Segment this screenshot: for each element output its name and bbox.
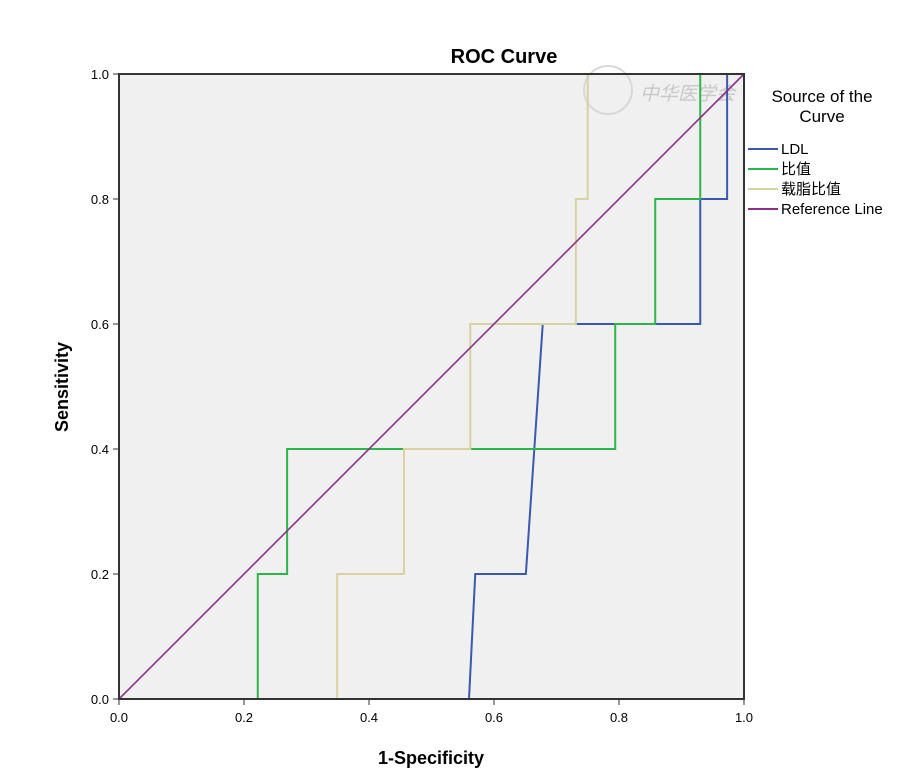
legend-label: 载脂比值	[781, 181, 841, 198]
reference-line	[118, 73, 745, 700]
x-tick-label: 0.2	[235, 710, 253, 725]
y-tick-label: 0.6	[91, 317, 109, 332]
y-tick-label: 1.0	[91, 67, 109, 82]
legend-title-line2: Curve	[799, 107, 844, 126]
x-tick-label: 0.8	[610, 710, 628, 725]
watermark-seal	[583, 65, 633, 115]
watermark-text: 中华医学会	[640, 83, 737, 105]
x-tick-label: 0.4	[360, 710, 378, 725]
chart-title: ROC Curve	[451, 46, 558, 68]
y-axis-label: Sensitivity	[52, 342, 72, 432]
y-tick-label: 0.2	[91, 567, 109, 582]
legend-label: LDL	[781, 141, 809, 158]
roc-series-1	[119, 73, 744, 700]
legend-label: Reference Line	[781, 201, 883, 218]
x-axis-label: 1-Specificity	[378, 748, 484, 768]
watermark: 中华医学会	[583, 65, 737, 115]
x-tick-label: 0.0	[110, 710, 128, 725]
legend-title-line1: Source of the	[771, 87, 872, 106]
legend-label: 比值	[781, 161, 811, 178]
roc-series-2	[119, 73, 744, 700]
x-tick-label: 1.0	[735, 710, 753, 725]
plot-frame	[118, 73, 745, 700]
y-tick-label: 0.0	[91, 692, 109, 707]
x-tick-label: 0.6	[485, 710, 503, 725]
y-tick-label: 0.4	[91, 442, 109, 457]
y-tick-label: 0.8	[91, 192, 109, 207]
